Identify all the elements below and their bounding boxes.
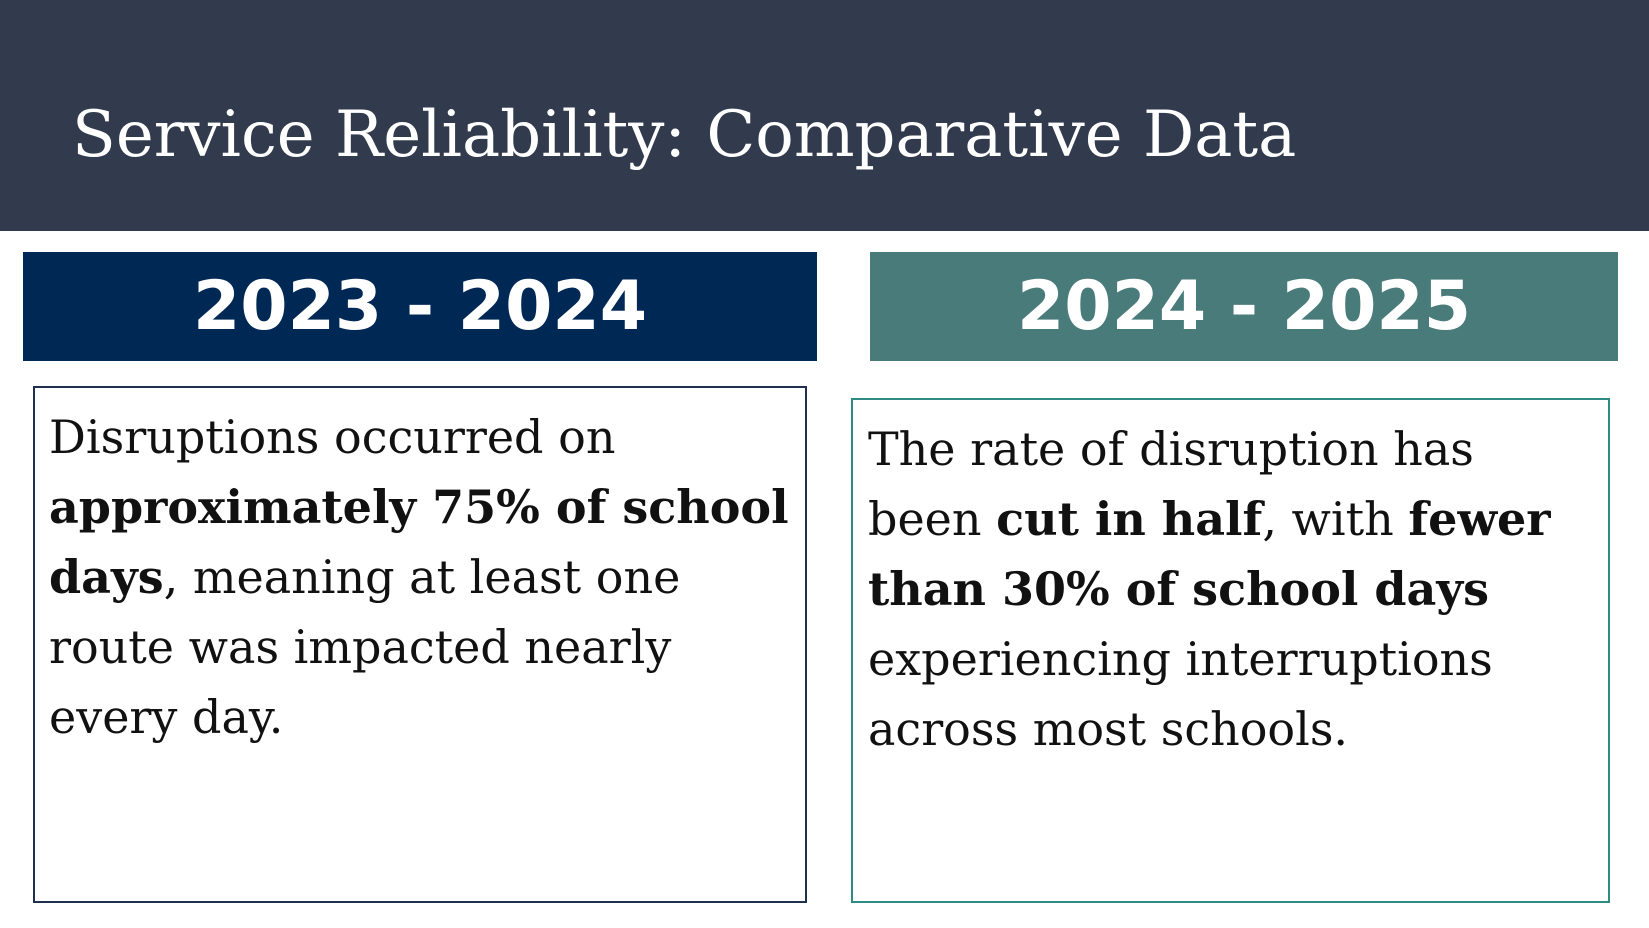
page-title: Service Reliability: Comparative Data (72, 98, 1297, 172)
card-text: , meaning at least one route was impacte… (49, 550, 681, 744)
card-text: The rate of disruption has been (868, 422, 1474, 546)
card-text-bold: fewer than 30% of school days (868, 492, 1551, 616)
year-header-2023-2024: 2023 - 2024 (23, 252, 817, 361)
summary-card-2024-2025: The rate of disruption has been cut in h… (851, 398, 1610, 903)
summary-card-2023-2024: Disruptions occurred on approximately 75… (33, 386, 807, 903)
title-bar: Service Reliability: Comparative Data (0, 0, 1649, 231)
card-text-bold: approximately 75% of school days (49, 480, 789, 604)
year-header-2024-2025: 2024 - 2025 (870, 252, 1618, 361)
card-text: , with (1262, 492, 1409, 546)
card-text: Disruptions occurred on (49, 410, 616, 464)
card-text-bold: cut in half (996, 492, 1263, 546)
card-text: experiencing interruptions across most s… (868, 632, 1493, 756)
